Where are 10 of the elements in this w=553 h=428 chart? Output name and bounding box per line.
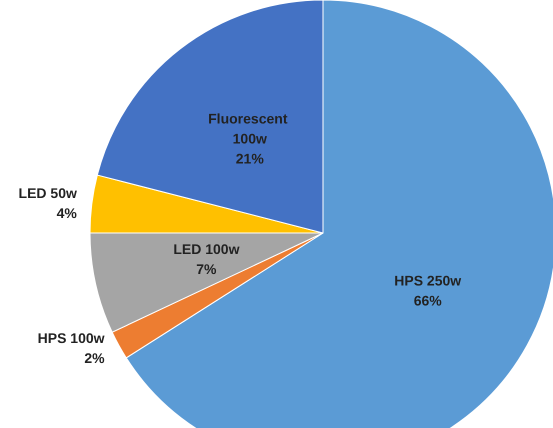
data-label: 66% xyxy=(414,292,442,309)
data-label: 2% xyxy=(84,350,106,366)
slice-label: HPS 100w xyxy=(38,330,105,346)
slice-label: Fluorescent 100w xyxy=(208,110,292,147)
slice-label: LED 100w xyxy=(173,241,240,258)
data-label: 4% xyxy=(56,205,78,222)
data-label: 21% xyxy=(236,150,264,167)
data-label: 7% xyxy=(196,261,218,278)
slice-label: LED 50w xyxy=(18,185,77,202)
slice-label: HPS 250w xyxy=(394,272,462,289)
